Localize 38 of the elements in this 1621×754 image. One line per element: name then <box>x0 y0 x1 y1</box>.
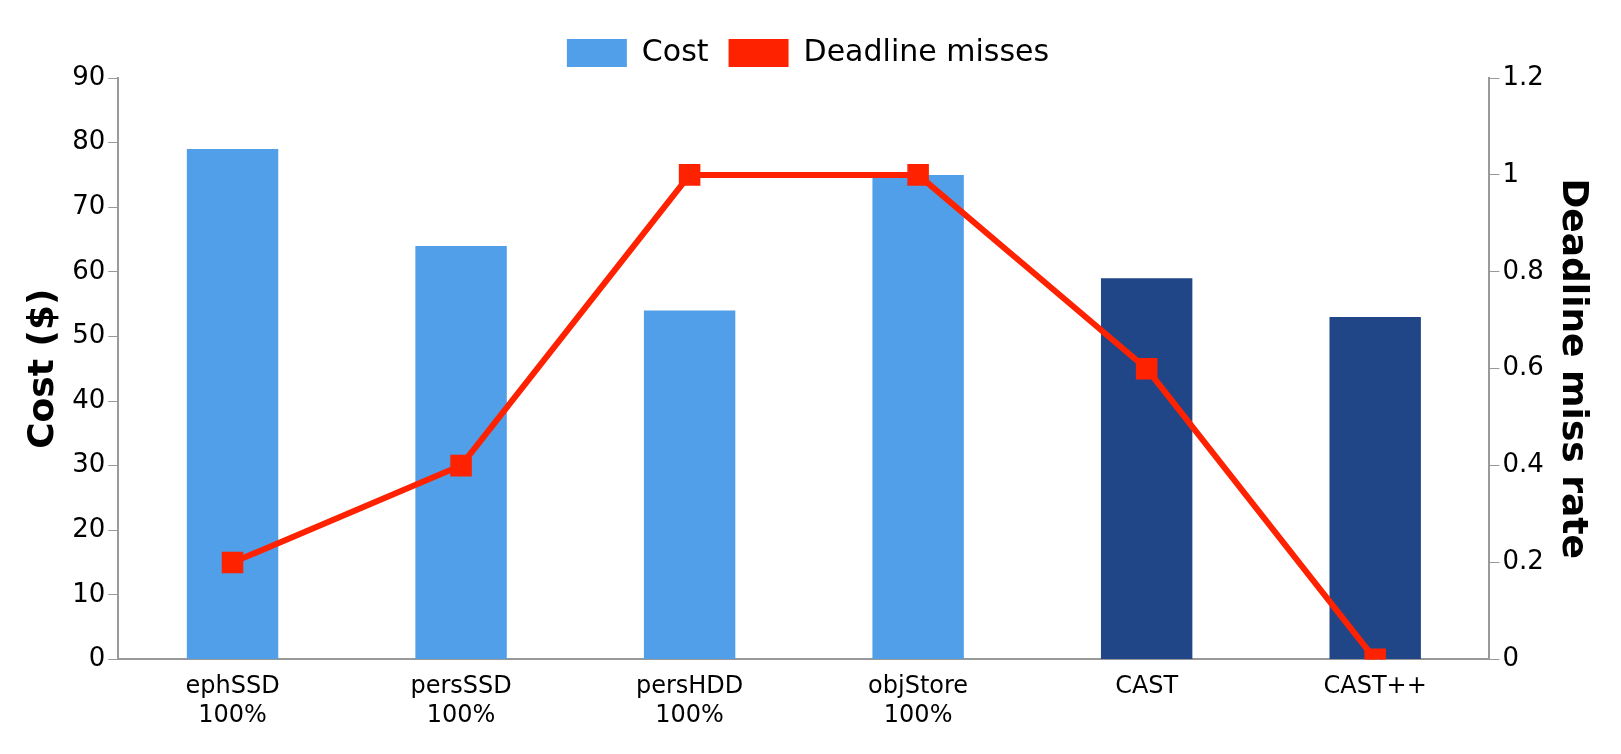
y2-tick-label: 1.2 <box>1502 60 1544 91</box>
y-tick-label: 40 <box>72 383 106 414</box>
point <box>678 164 701 186</box>
y-tick-label: 30 <box>72 448 106 479</box>
y-tick-label: 90 <box>72 60 106 91</box>
point <box>221 551 244 574</box>
y-tick-label: 80 <box>72 125 106 156</box>
legend-label: Cost <box>641 32 709 68</box>
bar <box>1100 278 1193 659</box>
y-tick-label: 20 <box>72 512 106 543</box>
x-tick-label: persSSD 100% <box>410 671 512 728</box>
bar <box>872 174 964 659</box>
y2-tick-label: 0.6 <box>1502 351 1544 382</box>
bar <box>643 310 736 659</box>
legend-label: Deadline misses <box>803 32 1050 68</box>
point <box>907 164 929 186</box>
x-tick-label: CAST <box>1115 671 1179 700</box>
x-tick-label: CAST++ <box>1323 671 1427 700</box>
y2-tick-label: 1 <box>1502 157 1519 188</box>
x-tick-label: persHDD 100% <box>635 671 744 728</box>
x-tick-label: objStore 100% <box>868 671 969 728</box>
point <box>450 454 472 477</box>
bar <box>186 149 279 659</box>
y2-axis-title: Deadline miss rate <box>1555 178 1597 559</box>
bar <box>415 245 507 659</box>
y-tick-label: 0 <box>88 642 106 673</box>
y2-tick-label: 0.2 <box>1502 545 1544 576</box>
y2-tick-label: 0.4 <box>1502 448 1544 479</box>
bar <box>1329 317 1421 659</box>
y-tick-label: 70 <box>72 189 106 220</box>
x-tick-label: ephSSD 100% <box>185 671 280 728</box>
y2-tick-label: 0.8 <box>1502 254 1544 285</box>
y-tick-label: 10 <box>72 577 106 608</box>
point <box>1135 357 1158 380</box>
y-axis-title: Cost ($) <box>19 288 61 449</box>
y-tick-label: 60 <box>72 254 106 285</box>
y2-tick-label: 0 <box>1502 642 1519 673</box>
y-tick-label: 50 <box>72 319 106 350</box>
